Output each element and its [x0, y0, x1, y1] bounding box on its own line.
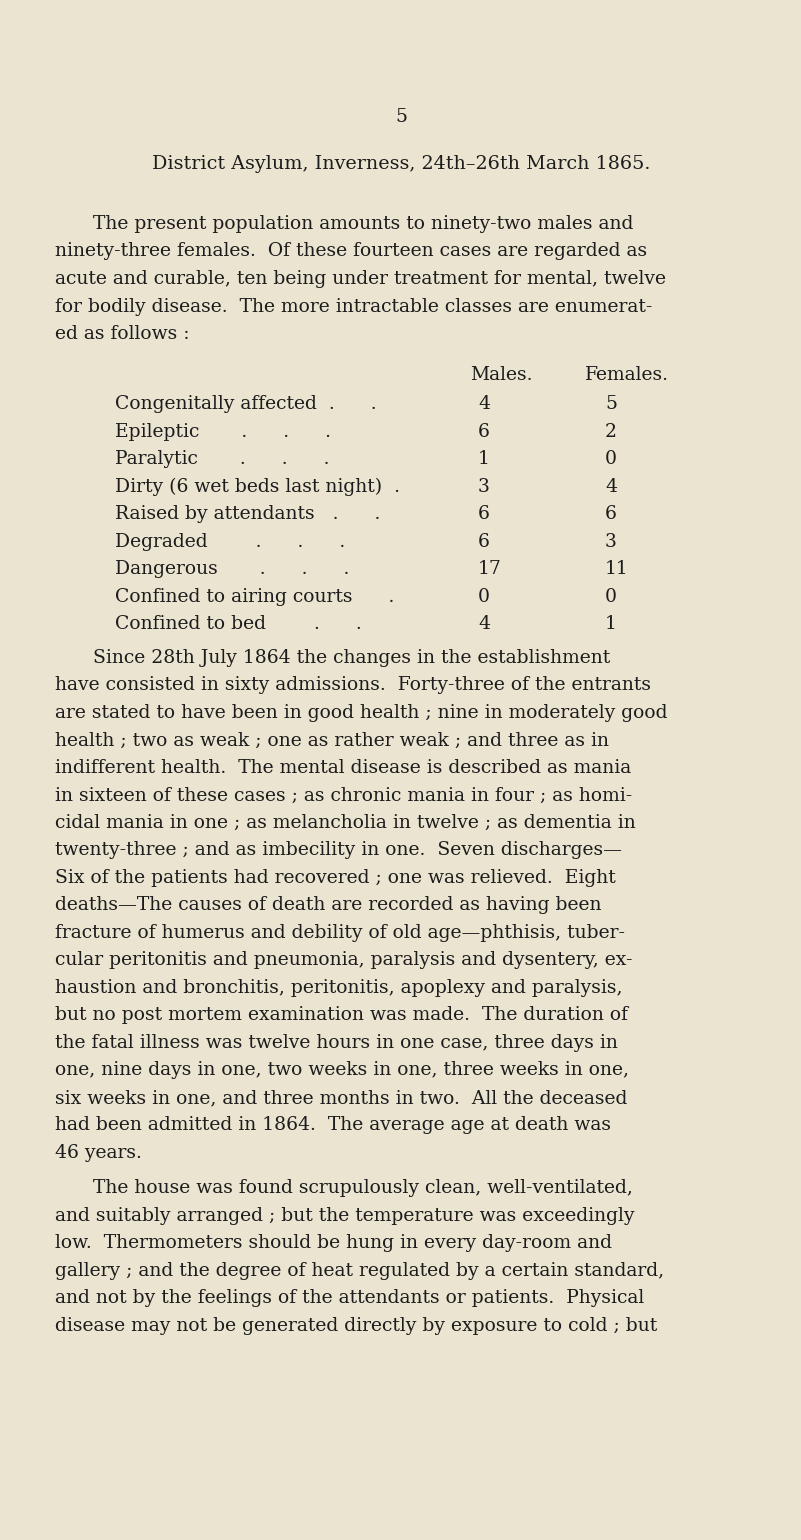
Text: cidal mania in one ; as melancholia in twelve ; as dementia in: cidal mania in one ; as melancholia in t…	[55, 813, 636, 832]
Text: cular peritonitis and pneumonia, paralysis and dysentery, ex-: cular peritonitis and pneumonia, paralys…	[55, 952, 633, 969]
Text: 3: 3	[478, 477, 490, 496]
Text: 17: 17	[478, 561, 502, 579]
Text: 0: 0	[478, 588, 490, 605]
Text: indifferent health.  The mental disease is described as mania: indifferent health. The mental disease i…	[55, 759, 631, 776]
Text: 0: 0	[605, 450, 617, 468]
Text: six weeks in one, and three months in two.  All the deceased: six weeks in one, and three months in tw…	[55, 1089, 627, 1107]
Text: low.  Thermometers should be hung in every day-room and: low. Thermometers should be hung in ever…	[55, 1235, 612, 1252]
Text: 1: 1	[478, 450, 490, 468]
Text: 2: 2	[605, 424, 617, 440]
Text: Paralytic       .      .      .: Paralytic . . .	[115, 450, 329, 468]
Text: District Asylum, Inverness, 24th–26th March 1865.: District Asylum, Inverness, 24th–26th Ma…	[152, 156, 650, 172]
Text: 3: 3	[605, 533, 617, 551]
Text: Six of the patients had recovered ; one was relieved.  Eight: Six of the patients had recovered ; one …	[55, 869, 616, 887]
Text: The house was found scrupulously clean, well-ventilated,: The house was found scrupulously clean, …	[93, 1180, 633, 1198]
Text: Confined to airing courts      .: Confined to airing courts .	[115, 588, 394, 605]
Text: ninety-three females.  Of these fourteen cases are regarded as: ninety-three females. Of these fourteen …	[55, 242, 647, 260]
Text: Congenitally affected  .      .: Congenitally affected . .	[115, 396, 376, 413]
Text: 6: 6	[478, 424, 490, 440]
Text: in sixteen of these cases ; as chronic mania in four ; as homi-: in sixteen of these cases ; as chronic m…	[55, 787, 632, 804]
Text: and not by the feelings of the attendants or patients.  Physical: and not by the feelings of the attendant…	[55, 1289, 644, 1307]
Text: gallery ; and the degree of heat regulated by a certain standard,: gallery ; and the degree of heat regulat…	[55, 1261, 664, 1280]
Text: 0: 0	[605, 588, 617, 605]
Text: Epileptic       .      .      .: Epileptic . . .	[115, 424, 331, 440]
Text: health ; two as weak ; one as rather weak ; and three as in: health ; two as weak ; one as rather wea…	[55, 732, 609, 750]
Text: fracture of humerus and debility of old age—phthisis, tuber-: fracture of humerus and debility of old …	[55, 924, 625, 942]
Text: ed as follows :: ed as follows :	[55, 325, 190, 343]
Text: 6: 6	[478, 533, 490, 551]
Text: 5: 5	[395, 108, 407, 126]
Text: Confined to bed        .      .: Confined to bed . .	[115, 616, 362, 633]
Text: 4: 4	[478, 616, 490, 633]
Text: Raised by attendants   .      .: Raised by attendants . .	[115, 505, 380, 524]
Text: Dangerous       .      .      .: Dangerous . . .	[115, 561, 349, 579]
Text: and suitably arranged ; but the temperature was exceedingly: and suitably arranged ; but the temperat…	[55, 1207, 634, 1224]
Text: 6: 6	[478, 505, 490, 524]
Text: 6: 6	[605, 505, 617, 524]
Text: have consisted in sixty admissions.  Forty-three of the entrants: have consisted in sixty admissions. Fort…	[55, 676, 651, 695]
Text: disease may not be generated directly by exposure to cold ; but: disease may not be generated directly by…	[55, 1317, 658, 1335]
Text: 11: 11	[605, 561, 629, 579]
Text: acute and curable, ten being under treatment for mental, twelve: acute and curable, ten being under treat…	[55, 270, 666, 288]
Text: had been admitted in 1864.  The average age at death was: had been admitted in 1864. The average a…	[55, 1116, 611, 1135]
Text: the fatal illness was twelve hours in one case, three days in: the fatal illness was twelve hours in on…	[55, 1033, 618, 1052]
Text: twenty-three ; and as imbecility in one.  Seven discharges—: twenty-three ; and as imbecility in one.…	[55, 841, 622, 859]
Text: Males.: Males.	[470, 367, 533, 385]
Text: are stated to have been in good health ; nine in moderately good: are stated to have been in good health ;…	[55, 704, 667, 722]
Text: for bodily disease.  The more intractable classes are enumerat-: for bodily disease. The more intractable…	[55, 297, 652, 316]
Text: Females.: Females.	[585, 367, 669, 385]
Text: but no post mortem examination was made.  The duration of: but no post mortem examination was made.…	[55, 1006, 628, 1024]
Text: 5: 5	[605, 396, 617, 413]
Text: 46 years.: 46 years.	[55, 1144, 142, 1161]
Text: 4: 4	[605, 477, 617, 496]
Text: 1: 1	[605, 616, 617, 633]
Text: The present population amounts to ninety-two males and: The present population amounts to ninety…	[93, 216, 634, 233]
Text: one, nine days in one, two weeks in one, three weeks in one,: one, nine days in one, two weeks in one,…	[55, 1061, 629, 1080]
Text: 4: 4	[478, 396, 490, 413]
Text: deaths—The causes of death are recorded as having been: deaths—The causes of death are recorded …	[55, 896, 602, 915]
Text: haustion and bronchitis, peritonitis, apoplexy and paralysis,: haustion and bronchitis, peritonitis, ap…	[55, 979, 622, 996]
Text: Since 28th July 1864 the changes in the establishment: Since 28th July 1864 the changes in the …	[93, 648, 610, 667]
Text: Degraded        .      .      .: Degraded . . .	[115, 533, 345, 551]
Text: Dirty (6 wet beds last night)  .: Dirty (6 wet beds last night) .	[115, 477, 400, 496]
